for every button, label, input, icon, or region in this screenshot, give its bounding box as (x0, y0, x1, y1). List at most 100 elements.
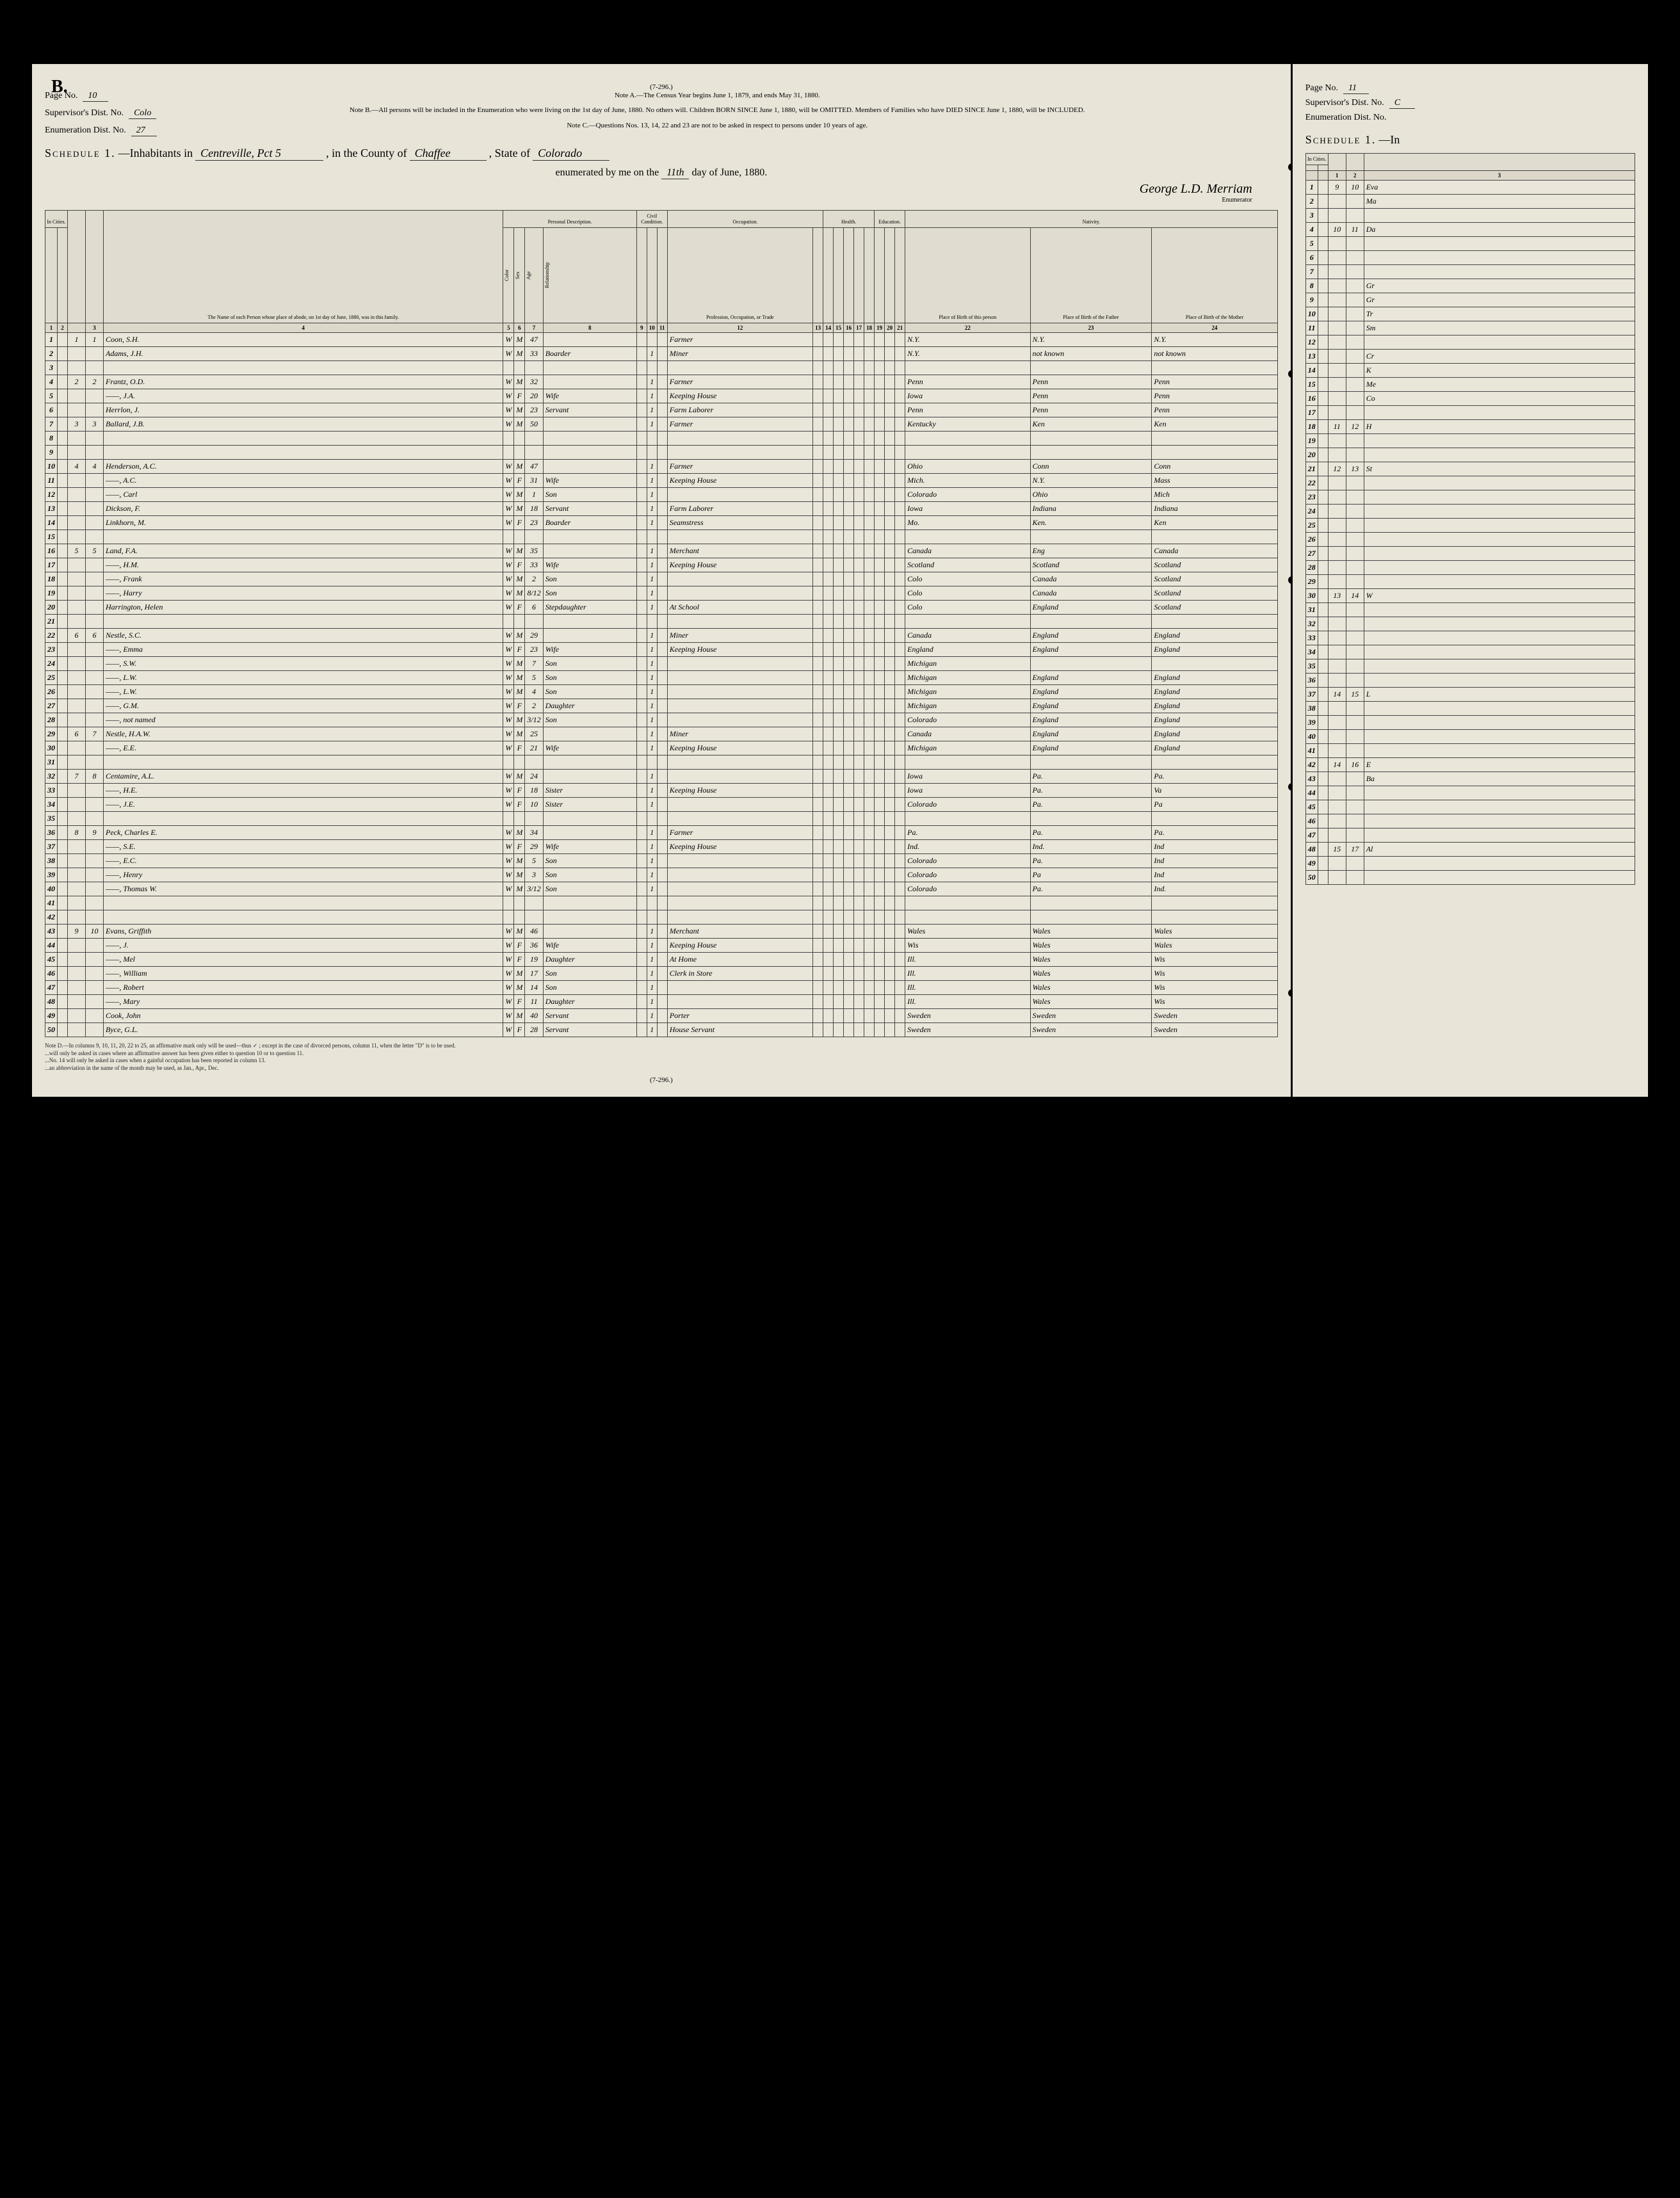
col-num: 24 (1152, 323, 1277, 333)
table-row: 40 (1305, 730, 1635, 744)
table-row: 25——, L.W.WM5Son1MichiganEnglandEngland (45, 671, 1278, 685)
table-row: 19——, HarryWM8/12Son1ColoCanadaScotland (45, 586, 1278, 601)
place-value: Centreville, Pct 5 (195, 147, 323, 161)
table-row: 47 (1305, 828, 1635, 843)
census-table-right: In Cities. 123 1910Eva2Ma341011Da5678Gr9… (1305, 153, 1635, 885)
col-num: 8 (543, 323, 636, 333)
hdr-cities-r: In Cities. (1305, 154, 1328, 165)
table-row: 43910Evans, GriffithWM461MerchantWalesWa… (45, 925, 1278, 939)
col-num: 6 (514, 323, 525, 333)
table-row: 22 (1305, 476, 1635, 490)
table-row: 44——, J.WF36Wife1Keeping HouseWisWalesWa… (45, 939, 1278, 953)
col-num: 1 (45, 323, 58, 333)
table-row: 5——, J.A.WF20Wife1Keeping HouseIowaPennP… (45, 389, 1278, 403)
table-row: 20 (1305, 448, 1635, 462)
enum-label: enumerated by me on the (555, 167, 659, 178)
table-row: 34 (1305, 645, 1635, 659)
footer-note-3: ...No. 14 will only be asked in cases wh… (45, 1057, 1278, 1065)
note-c: Note C.—Questions Nos. 13, 14, 22 and 23… (170, 121, 1265, 131)
table-header: In Cities. The Name of each Person whose… (45, 211, 1278, 333)
table-row: 733Ballard, J.B.WM501FarmerKentuckyKenKe… (45, 417, 1278, 432)
form-num-bottom: (7-296.) (45, 1076, 1278, 1084)
table-row: 48——, MaryWF11Daughter1Ill.WalesWis (45, 995, 1278, 1009)
footer-note-2: ...will only be asked in cases where an … (45, 1050, 1278, 1058)
enumerator-label: Enumerator (45, 197, 1252, 204)
table-row: 45——, MelWF19Daughter1At HomeIll.WalesWi… (45, 953, 1278, 967)
sup-dist-label-r: Supervisor's Dist. No. (1305, 98, 1384, 108)
form-num-top: (7-296.) (45, 83, 1278, 91)
col-num: 9 (636, 323, 647, 333)
footer-note-4: ...an abbreviation in the name of the mo… (45, 1065, 1278, 1072)
table-row: 9 (45, 446, 1278, 460)
table-row: 11——, A.C.WF31Wife1Keeping HouseMich.N.Y… (45, 474, 1278, 488)
table-row: 41011Da (1305, 223, 1635, 237)
table-row: 2Adams, J.H.WM33Boarder1MinerN.Y.not kno… (45, 347, 1278, 361)
table-row: 46——, WilliamWM17Son1Clerk in StoreIll.W… (45, 967, 1278, 981)
table-body-right: 1910Eva2Ma341011Da5678Gr9Gr10Tr11Sm1213C… (1305, 181, 1635, 885)
table-row: 17 (1305, 406, 1635, 420)
hdr-age: Age (526, 230, 532, 320)
table-row: 30——, E.E.WF21Wife1Keeping HouseMichigan… (45, 741, 1278, 756)
enum-dist-label-r: Enumeration Dist. No. (1305, 113, 1387, 123)
hdr-relation: Relationship (545, 230, 551, 320)
col-num: 11 (657, 323, 667, 333)
table-row: 23——, EmmaWF23Wife1Keeping HouseEnglandE… (45, 643, 1278, 657)
table-row: 211213St (1305, 462, 1635, 476)
table-row: 19 (1305, 434, 1635, 448)
table-row: 422Frantz, O.D.WM321FarmerPennPennPenn (45, 375, 1278, 389)
hdr-cities: In Cities. (45, 211, 68, 228)
col-num: 4 (104, 323, 503, 333)
table-row: 3278Centamire, A.L.WM241IowaPa.Pa. (45, 770, 1278, 784)
inhabitants-label-r: —In (1378, 133, 1400, 147)
table-row: 111Coon, S.H.WM47FarmerN.Y.N.Y.N.Y. (45, 333, 1278, 347)
col-num (68, 323, 86, 333)
table-row: 12——, CarlWM1Son1ColoradoOhioMich (45, 488, 1278, 502)
table-row: 8Gr (1305, 279, 1635, 293)
hdr-mbp: Place of Birth of the Mother (1152, 228, 1277, 323)
hdr-occ: Profession, Occupation, or Trade (667, 228, 812, 323)
table-row: 36 (1305, 674, 1635, 688)
table-row: 24——, S.W.WM7Son1Michigan (45, 657, 1278, 671)
col-num: 20 (885, 323, 895, 333)
county-value: Chaffee (410, 147, 487, 161)
table-row: 5 (1305, 237, 1635, 251)
hdr-color: Color (505, 230, 510, 320)
table-row: 46 (1305, 814, 1635, 828)
table-row: 41 (1305, 744, 1635, 758)
table-row: 38 (1305, 702, 1635, 716)
enum-dist-value: 27 (131, 125, 157, 136)
table-row: 37——, S.E.WF29Wife1Keeping HouseInd.Ind.… (45, 840, 1278, 854)
hdr-name: The Name of each Person whose place of a… (104, 211, 503, 323)
footer-notes: Note D.—In columns 9, 10, 11, 20, 22 to … (45, 1042, 1278, 1072)
note-a: Note A.—The Census Year begins June 1, 1… (170, 91, 1265, 101)
col-num: 3 (86, 323, 104, 333)
footer-note-1: Note D.—In columns 9, 10, 11, 20, 22 to … (45, 1042, 1278, 1050)
table-row: 32 (1305, 617, 1635, 631)
hdr-occupation: Occupation. (667, 211, 823, 228)
schedule-title: Schedule 1. (45, 147, 116, 160)
table-row: 6Herrlon, J.WM23Servant1Farm LaborerPenn… (45, 403, 1278, 417)
table-row: 18——, FrankWM2Son1ColoCanadaScotland (45, 572, 1278, 586)
table-row: 49 (1305, 857, 1635, 871)
page-no-label-r: Page No. (1305, 83, 1338, 93)
col-num: 15 (834, 323, 844, 333)
census-table: In Cities. The Name of each Person whose… (45, 210, 1278, 1037)
table-row: 33 (1305, 631, 1635, 645)
table-row: 40——, Thomas W.WM3/12Son1ColoradoPa.Ind. (45, 882, 1278, 896)
hdr-bp: Place of Birth of this person (905, 228, 1030, 323)
table-row: 301314W (1305, 589, 1635, 603)
table-row: 6 (1305, 251, 1635, 265)
enum-day-label: day of June, 1880. (691, 167, 767, 178)
page-no-value: 10 (83, 91, 108, 102)
enumerator-signature: George L.D. Merriam Enumerator (45, 182, 1278, 204)
header-block: Page No. 10 Supervisor's Dist. No. Colo … (45, 91, 1278, 140)
table-row: 27 (1305, 547, 1635, 561)
census-page-left: B. (7-296.) Page No. 10 Supervisor's Dis… (32, 64, 1293, 1097)
table-row: 39——, HenryWM3Son1ColoradoPaInd (45, 868, 1278, 882)
hdr-personal: Personal Description. (503, 211, 636, 228)
table-row: 35 (1305, 659, 1635, 674)
table-row: 31 (45, 756, 1278, 770)
col-num: 13 (813, 323, 823, 333)
table-row: 33——, H.E.WF18Sister1Keeping HouseIowaPa… (45, 784, 1278, 798)
table-row: 371415L (1305, 688, 1635, 702)
